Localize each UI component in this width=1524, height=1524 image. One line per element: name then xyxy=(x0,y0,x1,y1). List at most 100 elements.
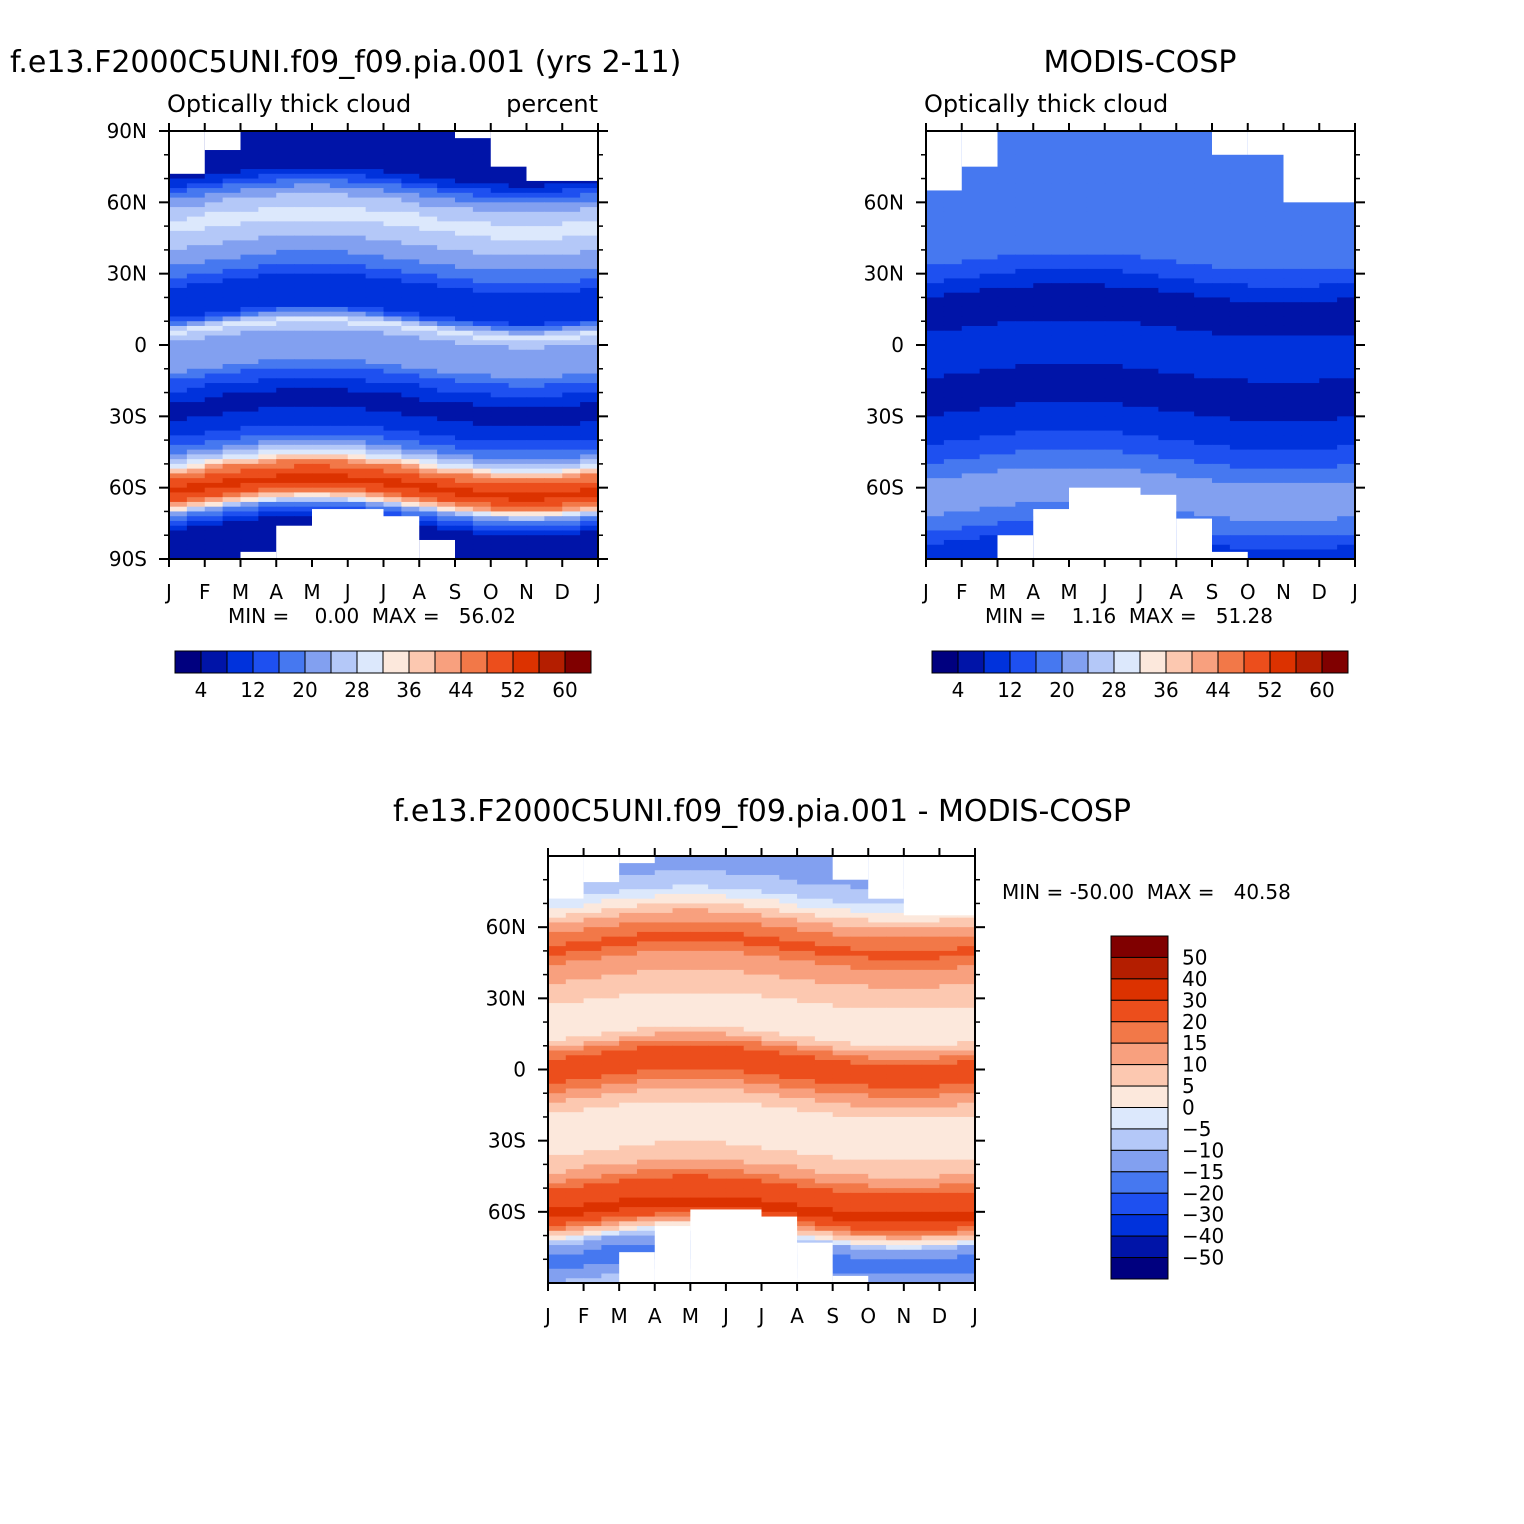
contour-cell xyxy=(222,340,242,346)
contour-cell xyxy=(1051,311,1070,318)
contour-cell xyxy=(383,207,402,213)
contour-cell xyxy=(979,297,999,303)
contour-cell xyxy=(1229,211,1249,218)
contour-cell xyxy=(1283,373,1302,379)
contour-cell xyxy=(1301,297,1320,303)
contour-cell xyxy=(961,449,981,455)
contour-cell xyxy=(725,865,745,871)
contour-cell xyxy=(1051,268,1070,275)
contour-cell xyxy=(961,387,981,394)
contour-cell xyxy=(1015,378,1034,384)
contour-cell xyxy=(1337,554,1356,560)
contour-cell xyxy=(1176,268,1195,275)
contour-cell xyxy=(365,478,385,484)
contour-cell xyxy=(1176,421,1195,427)
contour-cell xyxy=(1033,145,1052,151)
contour-cell xyxy=(961,287,981,294)
contour-cell xyxy=(1140,230,1159,237)
contour-cell xyxy=(743,912,763,919)
y-tick-label: 60S xyxy=(866,476,904,500)
contour-cell xyxy=(455,211,474,218)
contour-cell xyxy=(1176,397,1195,403)
contour-cell xyxy=(1229,535,1249,541)
contour-cell xyxy=(186,297,206,303)
contour-cell xyxy=(383,368,402,375)
contour-cell xyxy=(365,287,385,294)
contour-cell xyxy=(455,506,474,513)
contour-cell xyxy=(1319,549,1338,555)
contour-cell xyxy=(1212,226,1231,232)
contour-cell xyxy=(1033,440,1052,446)
contour-cell xyxy=(472,154,492,161)
contour-cell xyxy=(961,416,981,422)
contour-cell xyxy=(419,226,438,232)
contour-cell xyxy=(294,188,313,194)
contour-cell xyxy=(1212,430,1231,436)
contour-cell xyxy=(294,340,313,346)
contour-cell xyxy=(276,249,295,256)
contour-cell xyxy=(1301,435,1320,441)
contour-cell xyxy=(472,240,492,246)
contour-cell xyxy=(1319,221,1338,227)
contour-cell xyxy=(169,178,188,184)
contour-cell xyxy=(1176,506,1195,513)
contour-cell xyxy=(276,311,295,318)
contour-cell xyxy=(294,135,313,142)
contour-cell xyxy=(601,917,620,924)
colorbar-box xyxy=(330,650,358,674)
contour-cell xyxy=(204,297,224,303)
contour-cell xyxy=(455,321,474,327)
contour-cell xyxy=(797,927,816,933)
contour-cell xyxy=(761,917,780,924)
contour-cell xyxy=(1086,183,1106,189)
contour-cell xyxy=(365,259,385,265)
contour-cell xyxy=(1069,425,1088,432)
contour-cell xyxy=(1212,463,1231,470)
contour-cell xyxy=(294,345,313,351)
contour-cell xyxy=(562,273,581,280)
contour-cell xyxy=(926,368,945,375)
contour-cell xyxy=(562,221,581,227)
contour-cell xyxy=(1158,482,1177,489)
contour-cell xyxy=(1140,254,1159,260)
contour-cell xyxy=(419,497,438,503)
contour-cell xyxy=(1229,449,1249,455)
contour-cell xyxy=(329,164,349,170)
contour-cell xyxy=(294,501,313,508)
contour-cell xyxy=(1122,468,1142,474)
contour-cell xyxy=(997,506,1016,513)
contour-cell xyxy=(1104,345,1124,351)
contour-cell xyxy=(961,354,981,360)
contour-cell xyxy=(562,501,581,508)
contour-cell xyxy=(401,169,420,175)
contour-cell xyxy=(258,145,277,151)
contour-cell xyxy=(565,912,585,919)
contour-cell xyxy=(526,325,545,332)
contour-cell xyxy=(419,516,438,522)
contour-cell xyxy=(419,530,438,536)
contour-cell xyxy=(186,449,206,455)
contour-cell xyxy=(455,368,474,375)
contour-cell xyxy=(708,922,727,928)
contour-cell xyxy=(1301,497,1320,503)
contour-cell xyxy=(1337,321,1356,327)
contour-cell xyxy=(1176,316,1195,322)
contour-cell xyxy=(383,221,402,227)
contour-cell xyxy=(544,440,563,446)
contour-cell xyxy=(725,879,745,886)
contour-cell xyxy=(619,879,638,886)
contour-cell xyxy=(979,468,999,474)
contour-cell xyxy=(743,903,763,909)
contour-cell xyxy=(526,226,545,232)
contour-cell xyxy=(204,221,224,227)
contour-cell xyxy=(580,192,599,199)
contour-cell xyxy=(562,449,581,455)
contour-cell xyxy=(1104,325,1124,332)
contour-cell xyxy=(1158,473,1177,479)
contour-cell xyxy=(169,383,188,389)
contour-cell xyxy=(548,936,567,942)
contour-cell xyxy=(1301,349,1320,356)
contour-cell xyxy=(169,402,188,408)
contour-cell xyxy=(169,268,188,275)
contour-cell xyxy=(1122,135,1142,142)
